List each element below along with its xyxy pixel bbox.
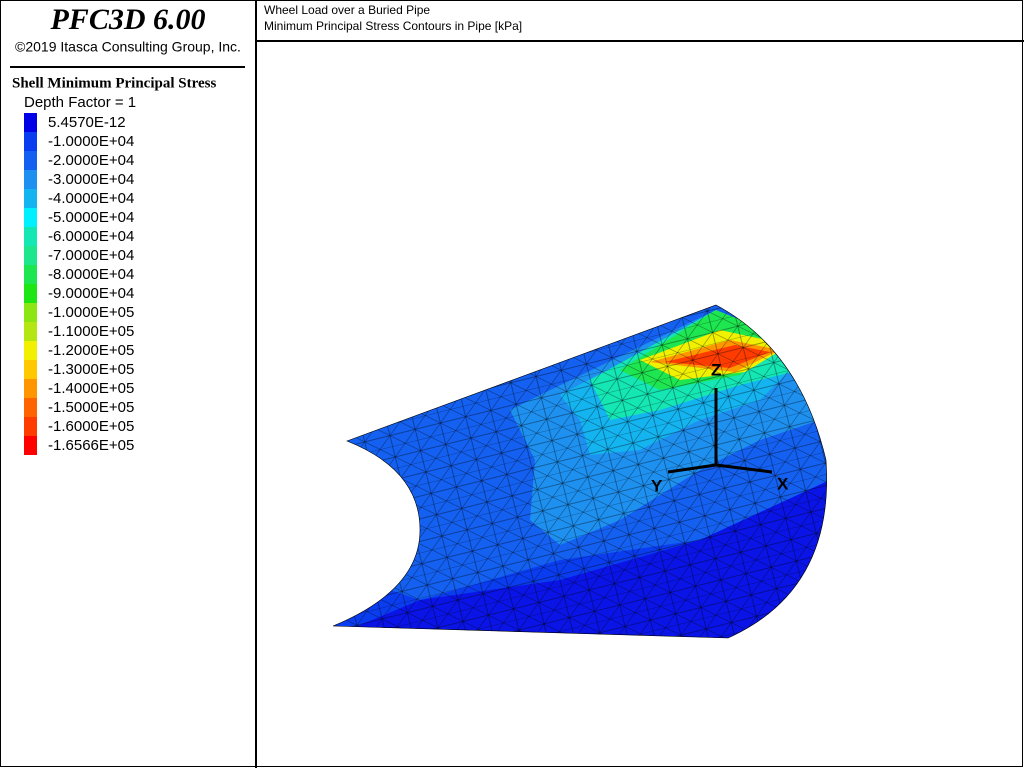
legend-label: -3.0000E+04 <box>48 171 134 188</box>
plot-title: Wheel Load over a Buried Pipe <box>264 3 430 17</box>
legend-swatch <box>24 303 37 322</box>
legend-swatch <box>24 379 37 398</box>
legend-swatch <box>24 436 37 455</box>
pipe-contours <box>333 305 827 638</box>
legend-swatch <box>24 170 37 189</box>
legend-swatch <box>24 341 37 360</box>
legend-label: -1.3000E+05 <box>48 361 134 378</box>
legend-label: -7.0000E+04 <box>48 247 134 264</box>
axis-label: Y <box>651 476 663 495</box>
legend-swatch <box>24 151 37 170</box>
legend-label: -1.2000E+05 <box>48 342 134 359</box>
legend-title: Shell Minimum Principal Stress <box>12 75 216 91</box>
legend-label: -8.0000E+04 <box>48 266 134 283</box>
legend-label: -2.0000E+04 <box>48 152 134 169</box>
legend-swatch <box>24 265 37 284</box>
legend-swatch <box>24 322 37 341</box>
legend-label: -1.1000E+05 <box>48 323 134 340</box>
plot-subtitle: Minimum Principal Stress Contours in Pip… <box>264 19 522 33</box>
legend-label: 5.4570E-12 <box>48 114 126 131</box>
legend-swatch <box>24 113 37 132</box>
app-title: PFC3D 6.00 <box>49 3 205 36</box>
depth-factor: Depth Factor = 1 <box>24 94 136 111</box>
legend-swatch <box>24 208 37 227</box>
legend-label: -5.0000E+04 <box>48 209 134 226</box>
pipe-outline <box>332 304 827 639</box>
legend-label: -1.0000E+05 <box>48 304 134 321</box>
axes-triad <box>667 388 773 474</box>
legend-swatch <box>24 132 37 151</box>
legend-swatch <box>24 284 37 303</box>
legend-label: -6.0000E+04 <box>48 228 134 245</box>
legend: 5.4570E-12 -1.0000E+04 -2.0000E+04 -3.0000E… <box>24 113 134 455</box>
legend-swatch <box>24 360 37 379</box>
legend-label: -1.6566E+05 <box>48 437 134 454</box>
legend-label: -4.0000E+04 <box>48 190 134 207</box>
axis-label: Z <box>711 360 721 379</box>
legend-label: -1.0000E+04 <box>48 133 134 150</box>
legend-swatch <box>24 227 37 246</box>
legend-swatch <box>24 417 37 436</box>
legend-label: -1.4000E+05 <box>48 380 134 397</box>
axis-label: X <box>777 474 789 493</box>
legend-label: -9.0000E+04 <box>48 285 134 302</box>
legend-swatch <box>24 246 37 265</box>
legend-swatch <box>24 398 37 417</box>
legend-swatch <box>24 189 37 208</box>
legend-label: -1.5000E+05 <box>48 399 134 416</box>
legend-label: -1.6000E+05 <box>48 418 134 435</box>
copyright: ©2019 Itasca Consulting Group, Inc. <box>15 39 241 55</box>
